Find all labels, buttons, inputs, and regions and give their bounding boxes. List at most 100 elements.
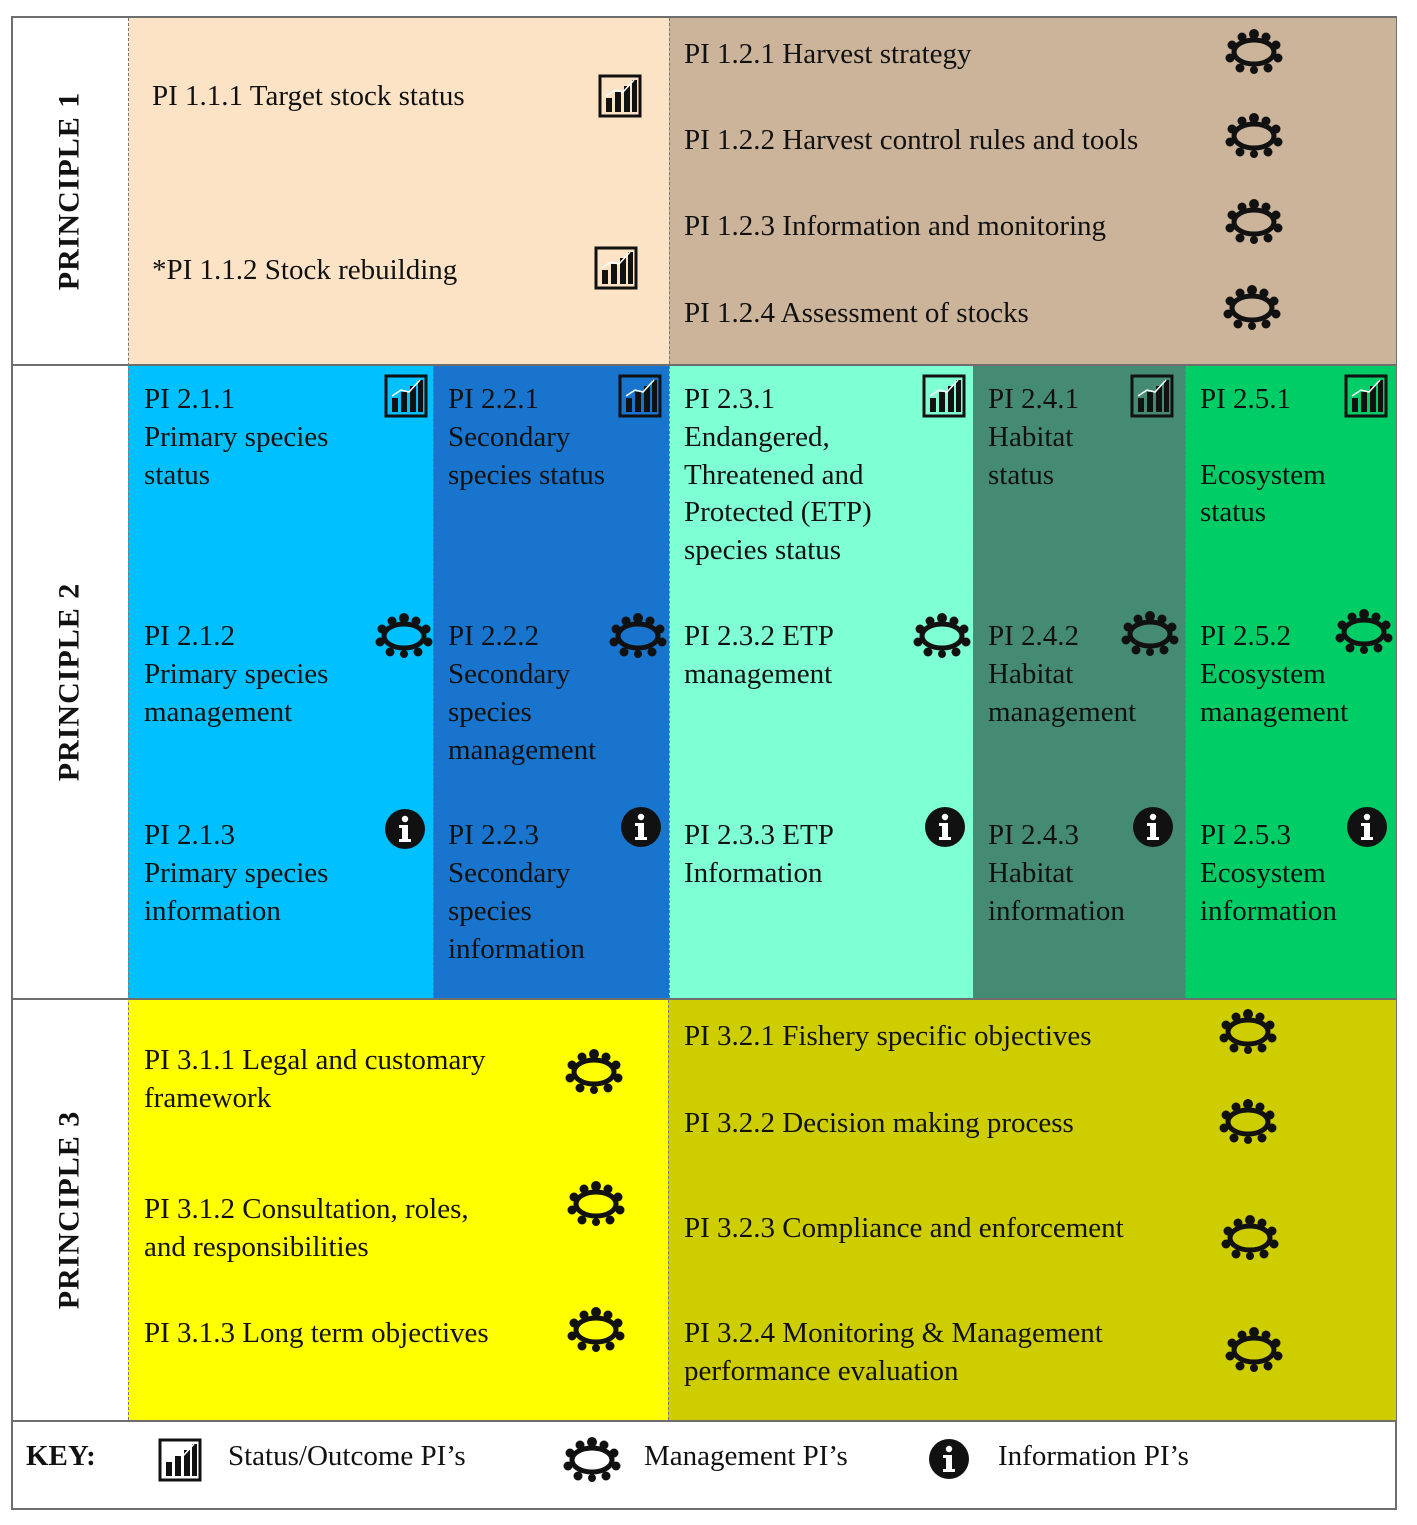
pi-2-1-3-line-2: Primary species [144,857,329,889]
pi-2-3-1-line-1: PI 2.3.1 [684,383,776,415]
pi-1-2-4-label: PI 1.2.4 Assessment of stocks [684,297,1029,329]
info-icon [924,806,966,848]
pi-3-1-2-line-2: and responsibilities [144,1231,369,1263]
pi-2-5-3-line-2: Ecosystem [1200,857,1326,889]
meeting-table-icon [1220,1214,1280,1260]
pi-2-4-3-line-2: Habitat [988,857,1074,889]
bar-chart-icon [594,246,638,290]
pi-2-3-3-line-1: PI 2.3.3 ETP [684,819,834,851]
meeting-table-icon [562,1436,622,1482]
pi-2-5-1-line-2: Ecosystem [1200,459,1326,491]
bar-chart-icon [1130,374,1174,418]
pi-2-1-1-line-1: PI 2.1.1 [144,383,236,415]
bar-chart-icon [618,374,662,418]
pi-2-4-2-line-1: PI 2.4.2 [988,620,1080,652]
pi-3-2-3-label: PI 3.2.3 Compliance and enforcement [684,1212,1124,1244]
p1-outcome-block [128,18,669,364]
pi-2-3-2-line-1: PI 2.3.2 ETP [684,620,834,652]
pi-3-1-1-line-2: framework [144,1082,272,1114]
key-information-label: Information PI’s [998,1440,1189,1472]
meeting-table-icon [1218,1008,1278,1054]
pi-2-4-1-line-1: PI 2.4.1 [988,383,1080,415]
p1-column-divider [669,18,670,364]
principle-3-label: PRINCIPLE 3 [52,1110,86,1310]
pi-2-2-2-line-2: Secondary [448,658,571,690]
meeting-table-icon [374,612,434,658]
pi-2-3-1-line-5: species status [684,534,842,566]
pi-2-4-2-line-3: management [988,696,1137,728]
pi-2-4-1-line-2: Habitat [988,421,1074,453]
pi-3-2-1-label: PI 3.2.1 Fishery specific objectives [684,1020,1092,1052]
pi-2-2-3-line-1: PI 2.2.3 [448,819,540,851]
p1-management-block [669,18,1396,364]
p2-col-secondary [433,366,669,998]
meeting-table-icon [912,612,972,658]
pi-2-3-1-line-3: Threatened and [684,459,864,491]
divider-p1-p2 [11,364,1397,366]
p2-column-divider-2 [669,366,670,998]
p2-col-habitat [973,366,1185,998]
pi-2-2-2-line-4: management [448,734,597,766]
pi-3-1-3-label: PI 3.1.3 Long term objectives [144,1317,489,1349]
pi-2-4-2-line-2: Habitat [988,658,1074,690]
pi-2-5-2-line-1: PI 2.5.2 [1200,620,1292,652]
pi-2-3-1-line-2: Endangered, [684,421,830,453]
bar-chart-icon [598,74,642,118]
pi-1-1-1-label: PI 1.1.1 Target stock status [152,80,465,112]
pi-2-2-1-line-3: species status [448,459,606,491]
meeting-table-icon [1334,608,1394,654]
pi-2-5-3-line-1: PI 2.5.3 [1200,819,1292,851]
p2-column-divider-3 [973,366,974,998]
p2-column-divider-4 [1185,366,1186,998]
pi-2-1-3-line-3: information [144,895,281,927]
pi-1-2-2-label: PI 1.2.2 Harvest control rules and tools [684,124,1139,156]
meeting-table-icon [564,1048,624,1094]
pi-3-2-4-line-2: performance evaluation [684,1355,959,1387]
meeting-table-icon [566,1306,626,1352]
pi-2-2-2-line-1: PI 2.2.2 [448,620,540,652]
pi-2-1-1-line-3: status [144,459,211,491]
pi-2-1-1-line-2: Primary species [144,421,329,453]
principle-label-divider [128,18,129,1420]
info-icon [620,806,662,848]
pi-2-5-1-line-3: status [1200,496,1267,528]
info-icon [928,1438,970,1480]
pi-2-4-3-line-1: PI 2.4.3 [988,819,1080,851]
pi-2-3-1-line-4: Protected (ETP) [684,496,872,528]
pi-2-5-3-line-3: information [1200,895,1337,927]
p2-col-ecosystem [1185,366,1396,998]
pi-2-5-2-line-3: management [1200,696,1349,728]
meeting-table-icon [1120,610,1180,656]
p2-col-primary [128,366,433,998]
pi-2-3-3-line-2: Information [684,857,823,889]
bar-chart-icon [1344,374,1388,418]
pi-1-2-1-label: PI 1.2.1 Harvest strategy [684,38,972,70]
divider-p3-key [11,1420,1397,1422]
pi-2-2-1-line-1: PI 2.2.1 [448,383,540,415]
meeting-table-icon [566,1180,626,1226]
bar-chart-icon [922,374,966,418]
principle-1-label: PRINCIPLE 1 [52,91,86,291]
pi-3-2-4-line-1: PI 3.2.4 Monitoring & Management [684,1317,1103,1349]
meeting-table-icon [1224,1326,1284,1372]
p2-col-etp [669,366,973,998]
key-label: KEY: [26,1440,96,1472]
bar-chart-icon [384,374,428,418]
p2-column-divider-1 [433,366,434,998]
meeting-table-icon [1224,198,1284,244]
info-icon [1132,806,1174,848]
pi-2-2-3-line-4: information [448,933,585,965]
pi-3-2-2-label: PI 3.2.2 Decision making process [684,1107,1074,1139]
pi-2-2-2-line-3: species [448,696,532,728]
pi-3-1-2-line-1: PI 3.1.2 Consultation, roles, [144,1193,469,1225]
principle-2-label: PRINCIPLE 2 [52,582,86,782]
key-status-label: Status/Outcome PI’s [228,1440,466,1472]
pi-1-1-2-label: *PI 1.1.2 Stock rebuilding [152,254,458,286]
meeting-table-icon [1218,1098,1278,1144]
divider-p2-p3 [11,998,1397,1000]
pi-2-2-3-line-2: Secondary [448,857,571,889]
info-icon [1346,806,1388,848]
pi-2-5-1-line-1: PI 2.5.1 [1200,383,1292,415]
pi-2-3-2-line-2: management [684,658,833,690]
info-icon [384,808,426,850]
